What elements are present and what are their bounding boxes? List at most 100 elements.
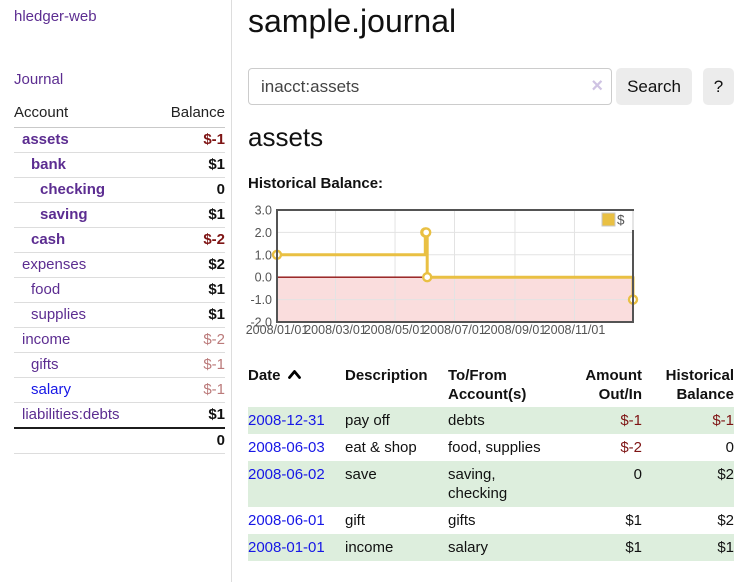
sidebar-account-link[interactable]: food [31,281,61,298]
account-balance: $1 [153,302,225,328]
sidebar-account-link[interactable]: income [22,331,71,348]
transaction-date-link[interactable]: 2008-06-01 [248,512,325,529]
register-column-to-from-account-s-: To/From Account(s) [448,363,560,407]
transaction-date-cell: 2008-06-02 [248,461,345,507]
main-content: sample.journal × Search ? assets Histori… [246,0,742,582]
register-column-description: Description [345,363,448,407]
balance-column-header: Balance [153,100,225,128]
balance-chart-svg: 3.0 2.0 1.0 0.0 -1.0 -2.02008/01/012008/03/01… [246,204,640,337]
total-row: 0 [14,427,225,454]
svg-text:1.0: 1.0 [255,248,272,262]
account-row: saving $1 [14,202,225,228]
account-balance: $1 [153,152,225,178]
column-label: Historical Balance [665,367,734,403]
account-balance: $1 [208,406,225,423]
total-balance: 0 [153,427,225,454]
transaction-date-cell: 2008-06-03 [248,434,345,461]
search-form: × Search ? [248,68,742,105]
svg-text:2008/07/01: 2008/07/01 [423,323,486,337]
account-balance: $-2 [153,327,225,353]
transaction-amount-cell: $-2 [620,439,642,456]
app-title-link[interactable]: hledger-web [14,8,97,25]
account-row: expenses $2 [14,252,225,278]
account-row: assets $-1 [14,127,225,153]
register-table: Date Description To/From Account(s) Amount … [248,363,734,561]
transaction-date-link[interactable]: 2008-12-31 [248,412,325,429]
account-row: income $-2 [14,327,225,353]
account-balance: $-1 [153,352,225,378]
register-column-historical-balance: Historical Balance [642,363,734,407]
sidebar-account-link[interactable]: expenses [22,256,87,273]
sidebar-account-link[interactable]: salary [31,381,72,398]
account-row: bank $1 [14,152,225,178]
total-spacer [14,427,154,454]
account-balance: $-2 [153,227,225,253]
register-column-amount-out-in: Amount Out/In [560,363,642,407]
svg-text:-1.0: -1.0 [250,293,272,307]
chart-title: Historical Balance: [248,175,384,192]
sidebar-account-link[interactable]: bank [31,156,67,173]
svg-text:2.0: 2.0 [255,226,272,240]
sidebar-account-link[interactable]: liabilities:debts [22,406,120,423]
svg-text:2008/05/01: 2008/05/01 [364,323,427,337]
register-row: 2008-12-31 pay off debts $-1 $-1 [248,407,734,434]
sidebar-item-journal[interactable]: Journal [14,71,64,88]
register-row: 2008-06-01 gift gifts $1 $2 [248,507,734,534]
sidebar-account-link[interactable]: checking [40,181,106,198]
transaction-description-cell: pay off [345,412,390,429]
transaction-amount-cell: $1 [625,512,642,529]
account-balance: $1 [153,202,225,228]
sidebar-account-link[interactable]: supplies [31,306,87,323]
sort-ascending-icon [287,370,301,379]
account-row: cash $-2 [14,227,225,253]
transaction-description-cell: eat & shop [345,439,417,456]
svg-text:2008/01/01: 2008/01/01 [246,323,309,337]
account-balance: $2 [153,252,225,278]
register-row: 2008-06-03 eat & shop food, supplies $-2 0 [248,434,734,461]
account-row: gifts $-1 [14,352,225,378]
transaction-description-cell: save [345,466,377,483]
sidebar: hledger-web Journal Account Balance asse… [0,0,232,582]
svg-text:-2.0: -2.0 [250,316,272,330]
transaction-balance-cell: 0 [725,439,734,456]
account-balance: $-1 [153,377,225,403]
page-title: sample.journal [248,3,457,39]
sidebar-account-link[interactable]: saving [40,206,88,223]
transaction-date-link[interactable]: 2008-01-01 [248,539,325,556]
column-label: Amount Out/In [585,367,642,403]
transaction-accounts-cell: saving, checking [448,466,508,502]
column-label: To/From Account(s) [448,367,527,403]
register-header-row: Date Description To/From Account(s) Amount … [248,363,734,407]
account-row: supplies $1 [14,302,225,328]
column-label: Description [345,367,428,384]
sidebar-account-link[interactable]: cash [31,231,66,248]
transaction-accounts-cell: debts [448,412,485,429]
account-table-header: Account Balance [14,100,225,128]
register-column-date[interactable]: Date [248,363,345,407]
search-input[interactable] [248,68,612,105]
transaction-accounts-cell: food, supplies [448,439,541,456]
sidebar-account-link[interactable]: gifts [31,356,59,373]
transaction-amount-cell: $1 [625,539,642,556]
svg-text:3.0: 3.0 [255,204,272,218]
transaction-date-link[interactable]: 2008-06-03 [248,439,325,456]
transaction-balance-cell: $1 [717,539,734,556]
register-row: 2008-06-02 save saving, checking 0 $2 [248,461,734,507]
transaction-balance-cell: $2 [717,512,734,529]
sidebar-account-link[interactable]: assets [22,131,69,148]
register-row: 2008-01-01 income salary $1 $1 [248,534,734,561]
transaction-accounts-cell: salary [448,539,489,556]
transaction-description-cell: income [345,539,394,556]
transaction-date-link[interactable]: 2008-06-02 [248,466,325,483]
search-button[interactable]: Search [616,68,692,105]
search-box: × [248,68,612,105]
transaction-date-cell: 2008-12-31 [248,407,345,434]
account-column-header: Account [14,100,154,128]
clear-search-icon[interactable]: × [591,75,603,97]
account-row: salary $-1 [14,377,225,403]
help-button[interactable]: ? [703,68,734,105]
account-balance-table: Account Balance assets $-1 bank $1 checking 0… [14,100,225,454]
transaction-date-cell: 2008-06-01 [248,507,345,534]
account-heading: assets [248,122,324,152]
